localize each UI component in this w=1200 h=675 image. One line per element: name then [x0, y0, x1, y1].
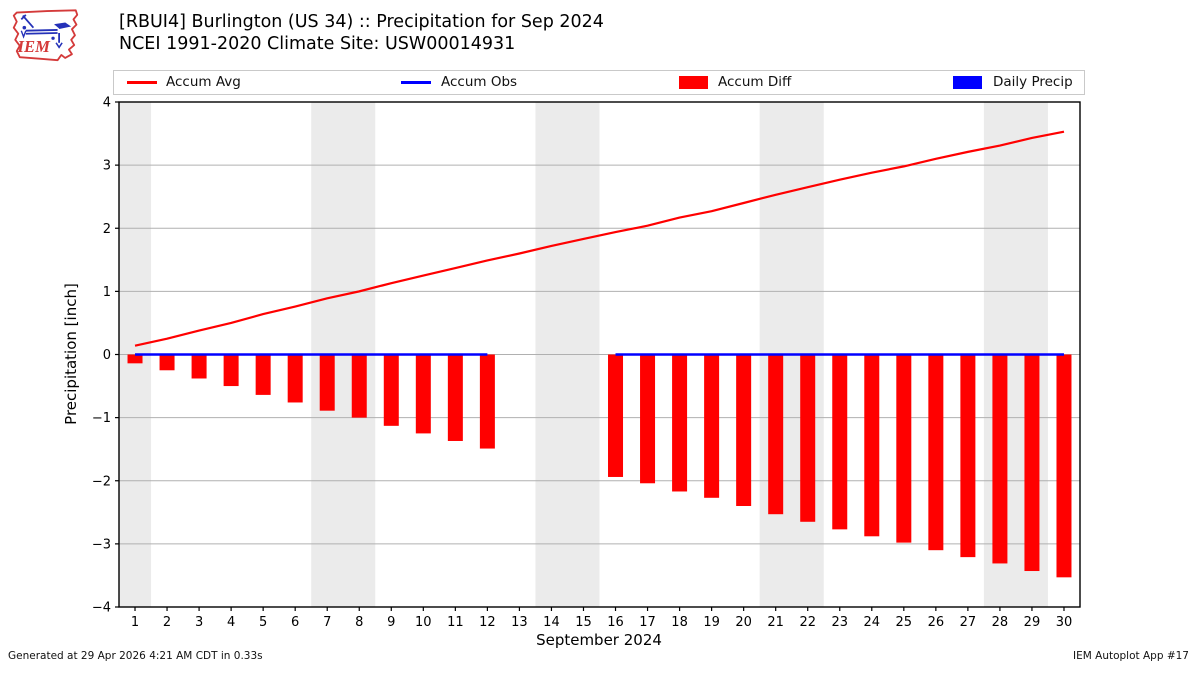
accum-diff-bar [159, 354, 175, 371]
accum-diff-bar [287, 354, 303, 403]
accum-diff-bar [768, 354, 784, 515]
y-tick-label: −4 [92, 601, 111, 616]
x-tick-label: 8 [355, 615, 363, 630]
x-tick-label: 20 [735, 615, 752, 630]
accum-diff-bar [928, 354, 944, 551]
accum-diff-bar [992, 354, 1008, 564]
legend-label-accum-diff: Accum Diff [718, 74, 792, 90]
x-tick-label: 17 [639, 615, 656, 630]
accum-diff-bar [832, 354, 848, 530]
accum-diff-bar [351, 354, 367, 418]
accum-diff-bar [960, 354, 976, 558]
page-title: [RBUI4] Burlington (US 34) :: Precipitat… [119, 12, 604, 32]
accum-diff-bar [191, 354, 207, 379]
y-tick-label: 0 [103, 348, 111, 363]
accum-diff-bar [383, 354, 399, 426]
y-tick-label: 1 [103, 285, 111, 300]
accum-diff-bar [896, 354, 912, 543]
accum-diff-bar [223, 354, 239, 387]
accum-diff-bar [640, 354, 656, 484]
accum-avg-line [134, 130, 1065, 347]
x-tick-label: 30 [1056, 615, 1073, 630]
app-credit: IEM Autoplot App #17 [1073, 650, 1189, 662]
x-tick-label: 1 [131, 615, 139, 630]
accum-obs-line-swatch [401, 81, 431, 84]
iem-logo: IEM [12, 9, 79, 62]
y-tick-label: −3 [92, 537, 111, 552]
x-tick-label: 29 [1024, 615, 1041, 630]
legend-label-daily-precip: Daily Precip [993, 74, 1073, 90]
iowa-outline [12, 9, 79, 62]
x-tick-label: 23 [831, 615, 848, 630]
x-tick-label: 9 [387, 615, 395, 630]
accum-diff-bar [736, 354, 752, 506]
x-tick-label: 7 [323, 615, 331, 630]
chart-legend: Accum Avg Accum Obs Accum Diff Daily Pre… [113, 70, 1085, 95]
x-tick-label: 12 [479, 615, 496, 630]
accum-diff-bar [415, 354, 431, 434]
accum-diff-bar [608, 354, 624, 477]
x-tick-label: 19 [703, 615, 720, 630]
y-tick-label: −1 [92, 411, 111, 426]
y-tick-label: 3 [103, 159, 111, 174]
x-tick-label: 13 [511, 615, 528, 630]
x-axis-label: September 2024 [536, 631, 662, 649]
accum-diff-bar [479, 354, 495, 449]
accum-diff-bar [1024, 354, 1040, 572]
legend-label-accum-avg: Accum Avg [166, 74, 241, 90]
accum-diff-bar [319, 354, 335, 411]
title-block: [RBUI4] Burlington (US 34) :: Precipitat… [119, 11, 604, 55]
y-axis-label: Precipitation [inch] [62, 283, 80, 425]
accum-diff-bar [800, 354, 816, 522]
accum-diff-bar [447, 354, 463, 441]
x-tick-label: 22 [799, 615, 816, 630]
x-tick-label: 26 [928, 615, 945, 630]
x-tick-label: 6 [291, 615, 299, 630]
x-tick-label: 24 [864, 615, 881, 630]
y-tick-label: −2 [92, 474, 111, 489]
x-tick-label: 2 [163, 615, 171, 630]
x-tick-label: 27 [960, 615, 977, 630]
x-tick-label: 4 [227, 615, 235, 630]
accum-diff-bar [672, 354, 688, 492]
x-tick-label: 18 [671, 615, 688, 630]
generated-timestamp: Generated at 29 Apr 2026 4:21 AM CDT in … [8, 650, 263, 662]
x-tick-label: 28 [992, 615, 1009, 630]
y-tick-label: 2 [103, 222, 111, 237]
x-tick-label: 25 [896, 615, 913, 630]
accum-avg-line-swatch [127, 81, 157, 84]
accum-diff-bar [127, 354, 143, 364]
x-tick-label: 5 [259, 615, 267, 630]
x-tick-label: 11 [447, 615, 464, 630]
x-tick-label: 16 [607, 615, 624, 630]
weather-vane-icon [20, 14, 72, 49]
x-tick-label: 14 [543, 615, 560, 630]
accum-diff-rect-swatch [679, 76, 708, 89]
page-subtitle: NCEI 1991-2020 Climate Site: USW00014931 [119, 34, 516, 54]
accum-diff-bar [864, 354, 880, 537]
accum-diff-bar [255, 354, 271, 395]
daily-precip-rect-swatch [953, 76, 982, 89]
logo-text: IEM [17, 37, 52, 56]
accum-diff-bar [704, 354, 720, 498]
x-tick-label: 10 [415, 615, 432, 630]
accum-diff-bar [1056, 354, 1072, 578]
y-tick-label: 4 [103, 96, 111, 111]
x-tick-label: 21 [767, 615, 784, 630]
x-tick-label: 3 [195, 615, 203, 630]
legend-label-accum-obs: Accum Obs [441, 74, 518, 90]
x-tick-label: 15 [575, 615, 592, 630]
